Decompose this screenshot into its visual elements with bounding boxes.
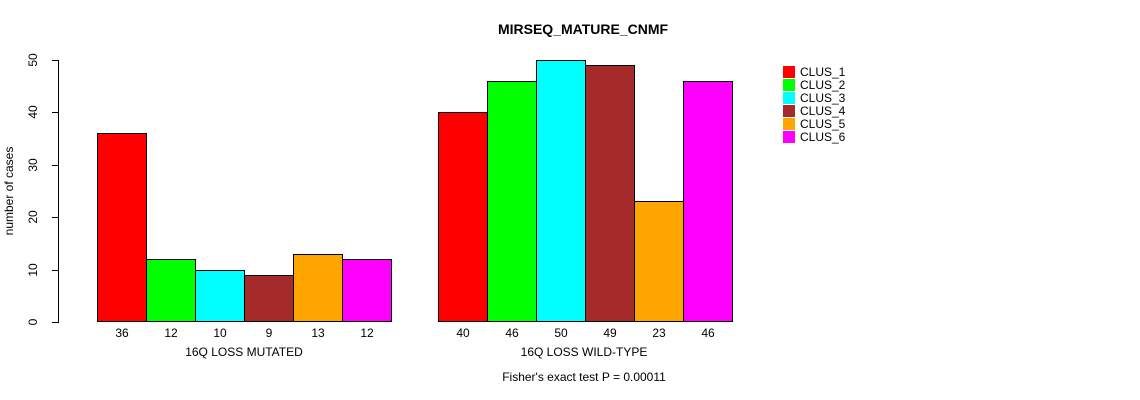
bar-clus_2 [487, 81, 537, 322]
legend-label: CLUS_2 [800, 78, 846, 92]
y-tick-label: 0 [26, 318, 40, 326]
bar-value-label: 46 [701, 326, 715, 340]
legend-label: CLUS_5 [800, 117, 846, 131]
y-tick-mark [52, 112, 58, 114]
legend-swatch-icon [783, 118, 795, 130]
bar-value-label: 46 [505, 326, 519, 340]
group-label-mutated: 16Q LOSS MUTATED [185, 345, 303, 359]
bar-clus_4 [585, 65, 635, 322]
y-tick-label: 30 [26, 158, 40, 172]
legend-swatch-icon [783, 66, 795, 78]
y-tick-label: 20 [26, 210, 40, 224]
legend-swatch-icon [783, 79, 795, 91]
bar-value-label: 36 [115, 326, 129, 340]
legend-label: CLUS_6 [800, 130, 846, 144]
bar-clus_5 [634, 201, 684, 322]
y-axis-line [58, 60, 59, 323]
y-tick-label: 50 [26, 53, 40, 67]
y-axis-label: number of cases [2, 146, 16, 236]
y-tick-label: 40 [26, 105, 40, 120]
bar-value-label: 13 [311, 326, 325, 340]
bar-clus_1 [97, 133, 147, 322]
stat-annotation: Fisher's exact test P = 0.00011 [502, 370, 666, 384]
y-tick-mark [52, 164, 58, 166]
bar-clus_4 [244, 275, 294, 322]
y-tick-mark [52, 269, 58, 271]
bar-clus_5 [293, 254, 343, 322]
bar-clus_3 [195, 270, 245, 322]
bar-value-label: 23 [652, 326, 666, 340]
bar-clus_6 [342, 259, 392, 322]
legend-label: CLUS_3 [800, 91, 846, 105]
group-label-wildtype: 16Q LOSS WILD-TYPE [520, 345, 648, 359]
bar-clus_2 [146, 259, 196, 322]
bar-value-label: 12 [164, 326, 178, 340]
legend-swatch-icon [783, 105, 795, 117]
legend-swatch-icon [783, 131, 795, 143]
chart-title: MIRSEQ_MATURE_CNMF [497, 21, 669, 37]
bar-value-label: 12 [360, 326, 374, 340]
y-tick-mark [52, 217, 58, 219]
legend-swatch-icon [783, 92, 795, 104]
bar-clus_3 [536, 60, 586, 322]
bar-value-label: 50 [554, 326, 568, 340]
bar-clus_6 [683, 81, 733, 322]
legend-label: CLUS_4 [800, 104, 846, 118]
bar-value-label: 10 [213, 326, 227, 340]
bar-value-label: 40 [456, 326, 470, 340]
y-tick-label: 10 [26, 262, 40, 277]
y-tick-mark [52, 322, 58, 323]
bar-value-label: 49 [603, 326, 617, 340]
legend-label: CLUS_1 [800, 65, 846, 79]
bar-clus_1 [438, 112, 488, 322]
bar-value-label: 9 [265, 326, 273, 340]
y-tick-mark [52, 60, 58, 61]
